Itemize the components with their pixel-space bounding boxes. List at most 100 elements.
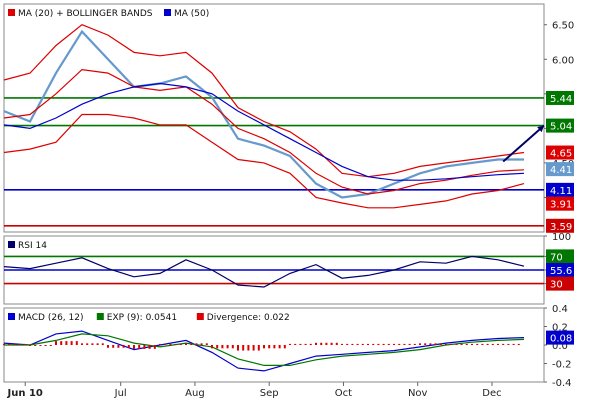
- price-y-tick-label: 6.50: [552, 21, 574, 32]
- divergence-bar: [273, 345, 276, 349]
- price-series-upper_band: [3, 24, 525, 178]
- tag-label: 4.11: [550, 186, 572, 197]
- divergence-bar: [434, 343, 437, 345]
- projection-arrow-head: [537, 125, 544, 133]
- divergence-bar: [117, 345, 120, 348]
- divergence-bar: [512, 343, 515, 345]
- macd-y-tick-label: -0.2: [552, 360, 572, 371]
- x-tick-label: Jun 10: [7, 388, 43, 399]
- divergence-bar: [419, 343, 421, 345]
- rsi-series-rsi: [3, 255, 525, 288]
- x-tick-label: Aug: [185, 388, 205, 399]
- price-series-price: [3, 29, 524, 199]
- divergence-bar: [75, 341, 78, 345]
- divergence-bar: [486, 343, 489, 345]
- legend-label: Divergence: 0.022: [207, 313, 290, 323]
- legend-label: RSI 14: [18, 241, 47, 251]
- macd-legend-item: EXP (9): 0.0541: [96, 313, 177, 323]
- divergence-bar: [195, 343, 198, 345]
- divergence-bar: [23, 343, 26, 345]
- divergence-bar: [143, 345, 146, 349]
- divergence-bar: [247, 345, 250, 351]
- divergence-bar: [294, 343, 297, 345]
- divergence-bar: [393, 343, 395, 345]
- tag-box: [546, 330, 574, 345]
- tag-box: [546, 218, 574, 233]
- divergence-bar: [315, 342, 317, 345]
- divergence-bar: [112, 345, 115, 348]
- divergence-bar: [429, 343, 432, 345]
- divergence-bar: [356, 343, 359, 345]
- divergence-bar: [481, 343, 484, 345]
- divergence-bar: [81, 343, 83, 345]
- divergence-bar: [153, 345, 156, 349]
- divergence-bar: [8, 343, 11, 345]
- divergence-bar: [242, 345, 245, 351]
- divergence-bar: [398, 343, 401, 345]
- divergence-bar: [159, 343, 161, 345]
- divergence-bar: [341, 343, 343, 345]
- divergence-bar: [96, 343, 99, 345]
- divergence-bar: [377, 343, 380, 345]
- legend-swatch: [96, 313, 104, 320]
- macd-panel: 0.4 0.2 0.0 -0.2 -0.4 0.08 MACD (26, 12) EXP (9…: [3, 304, 574, 389]
- divergence-bar: [424, 343, 427, 345]
- divergence-bar: [55, 341, 57, 345]
- divergence-bar: [138, 345, 141, 349]
- divergence-bar: [471, 343, 473, 345]
- tag-box: [546, 162, 574, 177]
- price-series-ma20: [3, 68, 525, 195]
- rsi-y-tick-label: 100: [552, 232, 571, 243]
- x-axis: Jun 10 Jul Aug Sep Oct Nov Dec: [7, 382, 502, 399]
- divergence-bar: [455, 343, 458, 345]
- x-tick-label: Nov: [408, 388, 428, 399]
- divergence-bar: [465, 343, 468, 345]
- tag-label: 4.65: [550, 149, 572, 160]
- divergence-bar: [133, 345, 135, 349]
- divergence-bar: [299, 343, 302, 345]
- divergence-bar: [205, 343, 208, 345]
- divergence-bar: [497, 343, 499, 345]
- divergence-bar: [216, 345, 219, 349]
- tag-box: [546, 196, 574, 211]
- x-tick-label: Oct: [335, 388, 352, 399]
- legend-swatch: [8, 241, 15, 248]
- divergence-bar: [476, 343, 479, 345]
- price-hline-tag: 5.44: [546, 90, 574, 105]
- divergence-bar: [86, 343, 89, 345]
- divergence-bar: [237, 345, 239, 351]
- divergence-bar: [325, 342, 328, 345]
- tag-label: 4.41: [550, 165, 572, 176]
- divergence-bar: [403, 343, 406, 345]
- divergence-bar: [304, 343, 307, 345]
- divergence-bar: [91, 343, 94, 345]
- price-y-tick-label: 6.00: [552, 55, 574, 66]
- macd-legend-item: Divergence: 0.022: [196, 313, 290, 323]
- projection-arrow: [502, 124, 545, 163]
- divergence-bar: [257, 345, 260, 351]
- divergence-bar: [320, 342, 323, 345]
- legend-swatch: [8, 313, 15, 320]
- price-series-ma50: [3, 82, 525, 181]
- divergence-bar: [346, 343, 349, 345]
- price-panel: 6.506.005.505.004.504.005.445.044.113.59…: [3, 3, 574, 233]
- chart-panels: 6.506.005.505.004.504.005.445.044.113.59…: [3, 3, 574, 389]
- tag-label: 55.6: [550, 266, 572, 277]
- x-tick-label: Dec: [482, 388, 501, 399]
- macd-y-tick-label: -0.4: [552, 378, 572, 389]
- divergence-bar: [49, 345, 52, 346]
- divergence-bar: [18, 343, 21, 345]
- rsi-hline-tag: 55.6: [546, 263, 574, 277]
- legend-label: MA (50): [174, 9, 209, 19]
- price-hline-tag: 5.04: [546, 118, 574, 133]
- divergence-bar: [335, 342, 338, 345]
- legend-label: EXP (9): 0.0541: [107, 313, 177, 323]
- divergence-bar: [283, 345, 286, 349]
- tag-box: [546, 90, 574, 105]
- legend-label: MA (20) + BOLLINGER BANDS: [18, 9, 153, 19]
- divergence-bar: [211, 345, 213, 349]
- divergence-bar: [169, 343, 172, 345]
- divergence-bar: [34, 345, 37, 346]
